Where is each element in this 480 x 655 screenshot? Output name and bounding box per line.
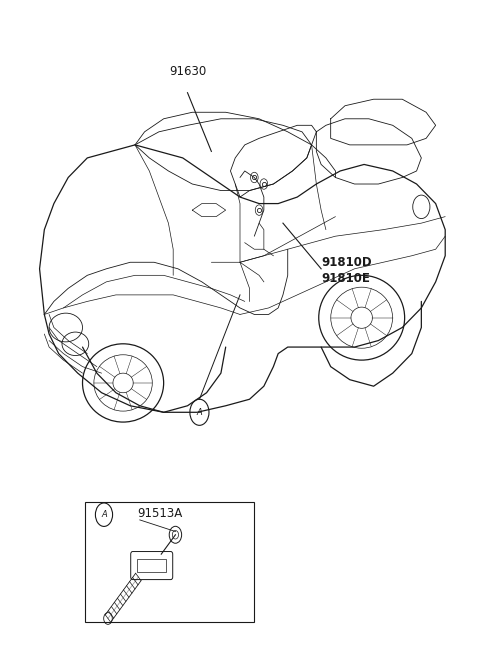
Text: 91810E: 91810E	[321, 272, 370, 285]
Text: A: A	[101, 510, 107, 519]
Text: 91513A: 91513A	[137, 507, 183, 520]
Bar	[137, 559, 166, 572]
Bar	[85, 502, 254, 622]
Text: 91630: 91630	[169, 66, 206, 79]
Text: 91810D: 91810D	[321, 256, 372, 269]
Text: A: A	[197, 408, 202, 417]
